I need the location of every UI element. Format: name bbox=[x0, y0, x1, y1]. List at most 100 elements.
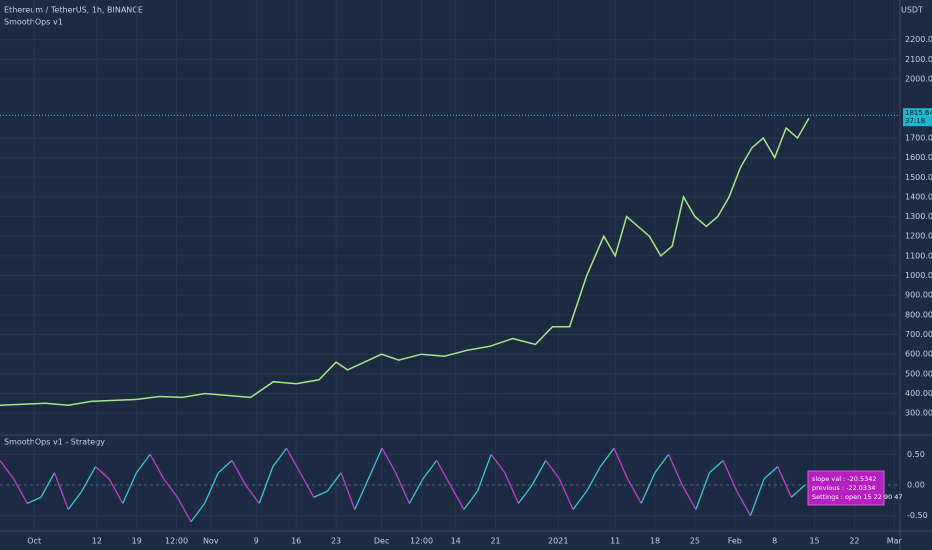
oscillator-segment bbox=[422, 460, 438, 480]
y-tick-label: 1500.00 bbox=[905, 173, 932, 182]
oscillator-segment bbox=[395, 472, 410, 504]
oscillator-segment bbox=[40, 472, 56, 498]
oscillator-segment bbox=[572, 490, 588, 510]
x-tick-label: Mar bbox=[887, 537, 903, 546]
x-tick-label: 2021 bbox=[548, 537, 568, 546]
x-tick-label: 16 bbox=[291, 537, 301, 546]
oscillator-title: SmoothOps v1 - Strategy bbox=[4, 438, 105, 447]
oscillator-segment bbox=[245, 484, 260, 504]
x-tick-label: 14 bbox=[451, 537, 461, 546]
x-tick-label: 18 bbox=[650, 537, 660, 546]
y-tick-label: 400.00 bbox=[905, 389, 932, 398]
x-tick-label: Feb bbox=[728, 537, 742, 546]
oscillator-segment bbox=[463, 490, 479, 510]
y-tick-label: 1700.00 bbox=[905, 133, 932, 142]
countdown: 37:18 bbox=[905, 117, 925, 125]
oscillator-segment bbox=[586, 466, 601, 492]
oscillator-segment bbox=[436, 460, 451, 486]
oscillator-segment bbox=[299, 472, 315, 498]
x-tick-label: 15 bbox=[809, 537, 819, 546]
oscillator-segment bbox=[204, 472, 219, 504]
tooltip-line: Settings : open 15 22 90 47 bbox=[812, 493, 903, 501]
oscillator-segment bbox=[790, 484, 806, 498]
x-tick-label: 8 bbox=[772, 537, 777, 546]
oscillator-segment bbox=[681, 484, 697, 510]
oscillator-segment bbox=[258, 466, 274, 504]
oscillator-segment bbox=[176, 496, 192, 523]
oscillator-segment bbox=[0, 460, 15, 480]
y-tick-label: 700.00 bbox=[905, 330, 932, 339]
tooltip-line: slope val : -20.5342 bbox=[812, 475, 877, 483]
x-tick-label: 25 bbox=[690, 537, 700, 546]
y-tick-label: 2000.00 bbox=[905, 74, 932, 83]
oscillator-segment bbox=[640, 472, 656, 504]
oscillator-segment bbox=[613, 447, 629, 480]
oscillator-segment bbox=[654, 453, 670, 474]
oscillator-segment bbox=[709, 459, 724, 474]
oscillator-segment bbox=[272, 447, 288, 467]
y-tick-label: 1600.00 bbox=[905, 153, 932, 162]
y-tick-label: 600.00 bbox=[905, 350, 932, 359]
oscillator-segment bbox=[763, 466, 779, 480]
oscillator-segment bbox=[381, 447, 397, 474]
oscillator-segment bbox=[695, 472, 711, 510]
oscillator-segment bbox=[545, 460, 560, 480]
oscillator-segment bbox=[599, 447, 615, 467]
symbol-title: Ethereum / TetherUS, 1h, BINANCE bbox=[4, 6, 143, 15]
oscillator-segment bbox=[504, 472, 520, 504]
y-tick-label: 2200.00 bbox=[905, 35, 932, 44]
y-tick-label: 2100.00 bbox=[905, 55, 932, 64]
oscillator-segment bbox=[163, 478, 178, 498]
oscillator-segment bbox=[340, 472, 356, 510]
oscillator-segment bbox=[149, 454, 165, 480]
oscillator-segment bbox=[231, 460, 247, 486]
oscillator-segment bbox=[313, 490, 328, 498]
oscillator-segment bbox=[53, 472, 69, 510]
oscillator-segment bbox=[122, 472, 138, 504]
x-tick-label: 19 bbox=[132, 537, 142, 546]
x-tick-label: Nov bbox=[203, 537, 219, 546]
oscillator-segment bbox=[667, 454, 683, 486]
y-tick-label: 1400.00 bbox=[905, 192, 932, 201]
y-tick-label: 1300.00 bbox=[905, 212, 932, 221]
oscillator-segment bbox=[749, 478, 765, 516]
y-tick-label: -0.50 bbox=[907, 511, 928, 520]
oscillator-segment bbox=[285, 447, 301, 474]
price-tag bbox=[903, 108, 932, 127]
oscillator-segment bbox=[217, 459, 233, 474]
y-tick-label: 800.00 bbox=[905, 310, 932, 319]
oscillator-segment bbox=[736, 490, 751, 516]
y-tick-label: 1000.00 bbox=[905, 271, 932, 280]
price-line bbox=[0, 117, 810, 407]
oscillator-segment bbox=[13, 478, 28, 504]
oscillator-segment bbox=[27, 496, 42, 504]
indicator-name: SmoothOps v1 bbox=[4, 18, 63, 27]
tooltip-box bbox=[807, 470, 885, 506]
x-tick-label: Oct bbox=[27, 537, 41, 546]
x-tick-label: 12:00 bbox=[165, 537, 188, 546]
oscillator-segment bbox=[81, 466, 97, 492]
oscillator-segment bbox=[108, 478, 124, 504]
oscillator-segment bbox=[517, 484, 533, 504]
oscillator-segment bbox=[449, 484, 465, 510]
oscillator-segment bbox=[722, 460, 738, 492]
oscillator-segment bbox=[490, 453, 506, 474]
x-tick-label: 9 bbox=[254, 537, 259, 546]
y-tick-label: 500.00 bbox=[905, 369, 932, 378]
x-tick-label: 12 bbox=[92, 537, 102, 546]
x-tick-label: Dec bbox=[374, 537, 389, 546]
tooltip-line: previous : -22.0334 bbox=[812, 484, 875, 492]
oscillator-segment bbox=[95, 466, 110, 480]
oscillator-segment bbox=[627, 478, 642, 504]
price-tag-value: 1815.64 bbox=[905, 109, 932, 117]
oscillator-segment bbox=[531, 460, 547, 486]
x-tick-label: 21 bbox=[490, 537, 500, 546]
oscillator-segment bbox=[326, 472, 342, 492]
oscillator-segment bbox=[558, 478, 574, 510]
oscillator-segment bbox=[135, 453, 151, 474]
y-tick-label: 900.00 bbox=[905, 291, 932, 300]
oscillator-segment bbox=[408, 478, 424, 504]
oscillator-segment bbox=[67, 490, 83, 510]
